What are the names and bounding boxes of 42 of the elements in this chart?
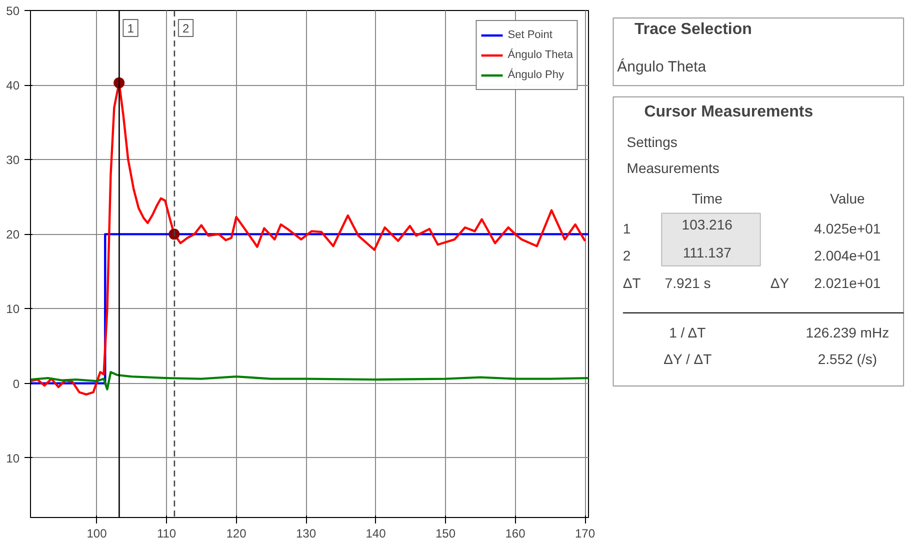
x-tick-label: 170 xyxy=(575,526,596,540)
y-tick-label: 20 xyxy=(6,228,20,242)
text: Trace Selection xyxy=(634,20,752,38)
x-tick-label: 120 xyxy=(226,526,247,540)
text: 1 / ΔT xyxy=(669,324,706,341)
text: 2.004e+01 xyxy=(814,248,881,264)
text: Cursor Measurements xyxy=(644,103,814,120)
text: Ángulo Theta xyxy=(617,57,707,76)
y-tick-label: 0 xyxy=(12,376,20,391)
text: 1 xyxy=(622,220,631,236)
text: 2 xyxy=(622,248,631,264)
x-tick-label: 100 xyxy=(86,526,108,540)
line-series xyxy=(30,371,588,390)
text: 4.025e+01 xyxy=(814,220,881,236)
text: 2.552 (/s) xyxy=(818,350,878,367)
x-tick-label: 160 xyxy=(505,526,526,540)
text: Time xyxy=(692,190,723,206)
text: Measurements xyxy=(626,160,720,176)
x-tick-label: 150 xyxy=(436,526,456,540)
text: 2.021e+01 xyxy=(814,274,881,291)
text: 111.137 xyxy=(682,244,732,261)
text: Settings xyxy=(626,134,678,150)
text: ΔT xyxy=(622,274,642,291)
text: Value xyxy=(830,190,866,206)
x-tick-label: 140 xyxy=(366,526,386,540)
y-tick-label: 10 xyxy=(6,451,20,466)
legend-label: Ángulo Phy xyxy=(508,69,564,81)
x-tick-label: 130 xyxy=(296,526,316,540)
y-tick-label: 40 xyxy=(6,78,20,93)
y-tick-label: 30 xyxy=(6,153,20,168)
x-tick-label: 110 xyxy=(156,526,176,540)
annotation: 1 xyxy=(127,22,134,36)
text: 126.239 mHz xyxy=(806,324,890,341)
y-tick-label: 10 xyxy=(6,302,20,316)
text: 103.216 xyxy=(682,216,733,233)
annotation: 2 xyxy=(182,22,190,36)
legend-label: Ángulo Theta xyxy=(508,49,573,61)
text: ΔY xyxy=(770,274,790,291)
text: ΔY / ΔT xyxy=(664,350,712,367)
text: 7.921 s xyxy=(664,274,711,291)
y-tick-label: 50 xyxy=(6,4,20,18)
legend-label: Set Point xyxy=(508,29,552,41)
